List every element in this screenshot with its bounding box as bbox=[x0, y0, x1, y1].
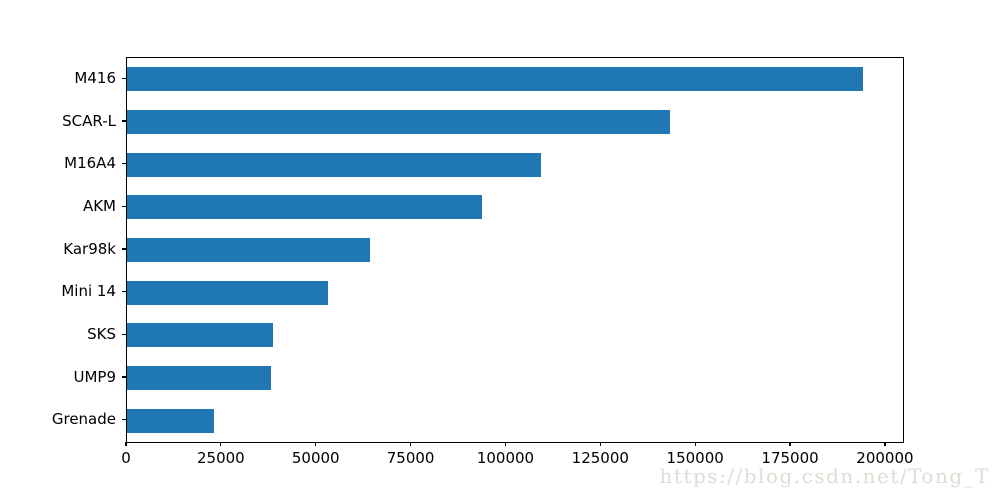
x-tick-mark bbox=[409, 442, 412, 447]
x-tick-label: 100000 bbox=[476, 449, 535, 467]
bar-ump9 bbox=[127, 366, 272, 390]
y-tick-label: AKM bbox=[82, 196, 116, 215]
y-tick-label: Grenade bbox=[51, 410, 116, 429]
x-tick-label: 50000 bbox=[291, 449, 340, 467]
y-tick-mark bbox=[122, 120, 126, 122]
x-tick-label: 0 bbox=[121, 449, 131, 467]
y-tick-label: M16A4 bbox=[64, 154, 116, 173]
x-tick-mark bbox=[694, 442, 696, 447]
x-tick-mark bbox=[315, 442, 317, 447]
x-tick-mark bbox=[220, 442, 222, 447]
y-tick-mark bbox=[122, 419, 126, 421]
y-tick-mark bbox=[122, 291, 126, 293]
y-tick-label: UMP9 bbox=[73, 367, 116, 386]
y-tick-mark bbox=[122, 77, 126, 79]
bar-mini-14 bbox=[127, 280, 329, 305]
y-tick-mark bbox=[122, 248, 126, 250]
bar-kar98k bbox=[127, 238, 370, 262]
y-tick-mark bbox=[122, 163, 126, 165]
x-tick-mark bbox=[504, 442, 507, 447]
y-tick-label: SCAR-L bbox=[62, 111, 116, 130]
bar-m16a4 bbox=[127, 152, 541, 177]
x-tick-label: 150000 bbox=[666, 449, 724, 467]
y-tick-mark bbox=[122, 333, 126, 335]
bar-m416 bbox=[127, 67, 864, 92]
x-tick-label: 125000 bbox=[571, 449, 629, 467]
plot-area bbox=[126, 57, 904, 443]
x-tick-mark bbox=[789, 442, 791, 447]
x-tick-label: 200000 bbox=[856, 449, 914, 467]
x-tick-label: 25000 bbox=[197, 449, 245, 467]
bar-akm bbox=[127, 195, 482, 220]
bar-grenade bbox=[127, 408, 215, 433]
y-tick-mark bbox=[122, 205, 126, 207]
watermark-text: https://blog.csdn.net/Tong_T bbox=[659, 464, 990, 488]
x-tick-label: 75000 bbox=[386, 449, 435, 467]
x-tick-mark bbox=[599, 442, 601, 447]
y-tick-label: M416 bbox=[74, 68, 116, 87]
y-tick-label: SKS bbox=[87, 324, 116, 343]
x-tick-label: 175000 bbox=[761, 449, 819, 467]
x-tick-mark bbox=[884, 442, 886, 447]
bar-scar-l bbox=[127, 110, 670, 134]
bar-sks bbox=[127, 323, 274, 348]
x-tick-mark bbox=[125, 442, 127, 447]
y-tick-label: Mini 14 bbox=[61, 282, 116, 301]
y-tick-mark bbox=[122, 376, 126, 378]
y-tick-label: Kar98k bbox=[63, 239, 116, 258]
